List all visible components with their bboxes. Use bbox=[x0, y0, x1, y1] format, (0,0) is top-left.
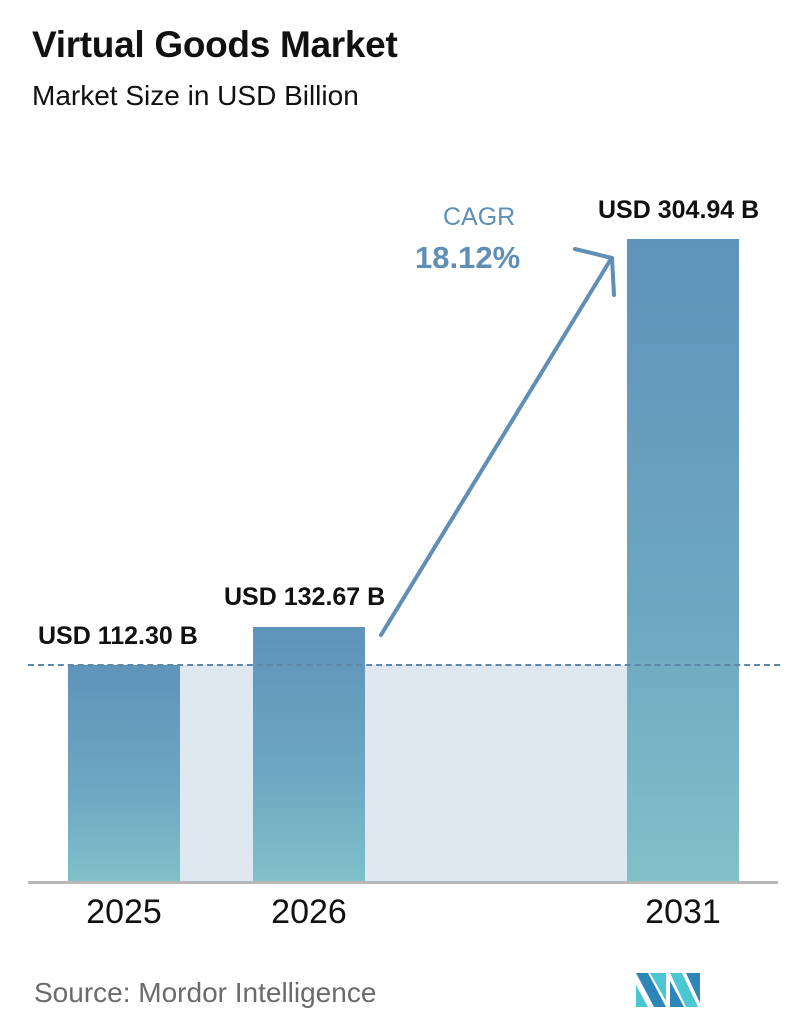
x-tick-2026: 2026 bbox=[271, 893, 347, 931]
bar-2026 bbox=[253, 627, 365, 883]
x-axis-baseline bbox=[28, 881, 778, 884]
bar-value-label-2025: USD 112.30 B bbox=[38, 622, 198, 650]
bar-value-label-2031: USD 304.94 B bbox=[598, 196, 760, 224]
bar-2031 bbox=[627, 239, 739, 883]
source-text: Source: Mordor Intelligence bbox=[34, 977, 377, 1008]
cagr-value: 18.12% bbox=[415, 240, 521, 275]
bar-value-label-2026: USD 132.67 B bbox=[224, 583, 386, 611]
x-tick-2031: 2031 bbox=[645, 893, 721, 931]
chart-subtitle: Market Size in USD Billion bbox=[32, 80, 359, 111]
chart-title: Virtual Goods Market bbox=[32, 24, 398, 65]
x-tick-2025: 2025 bbox=[86, 893, 162, 931]
reference-dashed-line bbox=[28, 664, 780, 666]
bar-2025 bbox=[68, 665, 180, 883]
mordor-intelligence-logo-icon bbox=[636, 973, 700, 1007]
cagr-label: CAGR bbox=[443, 203, 516, 231]
